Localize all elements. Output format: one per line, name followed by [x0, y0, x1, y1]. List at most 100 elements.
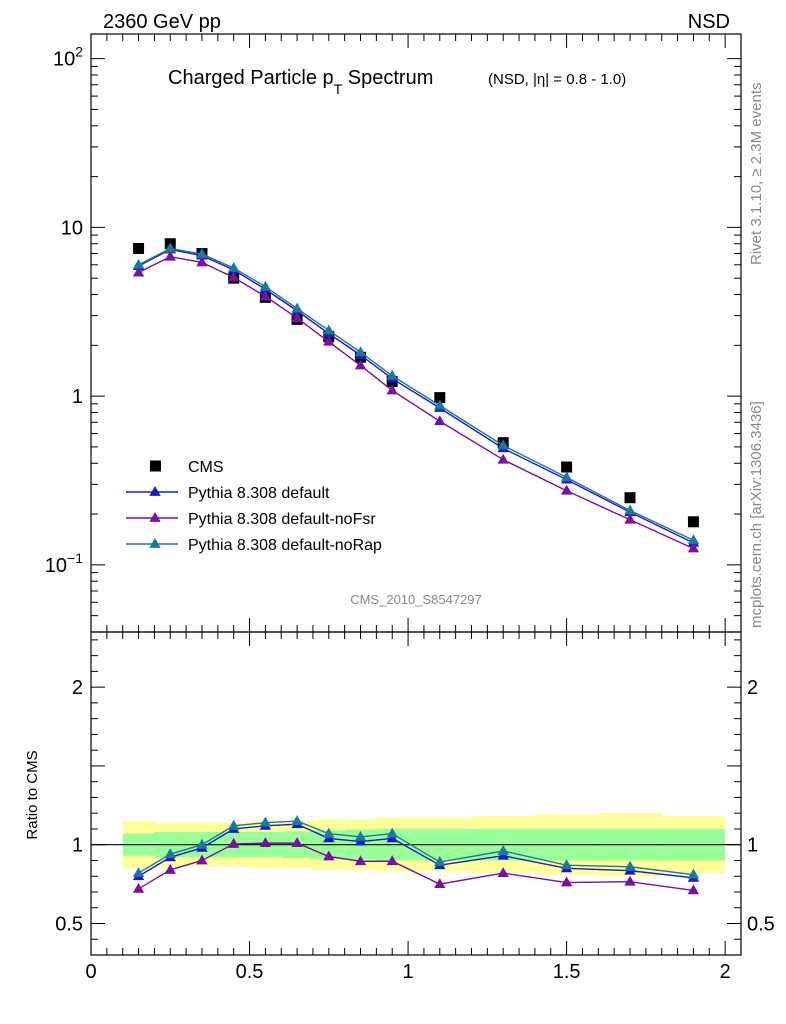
ratio-noFsr-marker	[132, 882, 145, 893]
legend-noFsr-label: Pythia 8.308 default-noFsr	[188, 511, 376, 528]
noRap-marker	[132, 258, 145, 269]
x-tick-label: 0.5	[236, 961, 264, 983]
noRap-marker	[196, 248, 208, 258]
noFsr-marker	[687, 542, 700, 553]
legend-noFsr-marker	[149, 512, 161, 522]
noRap-marker	[323, 324, 335, 335]
legend-default-label: Pythia 8.308 default	[188, 485, 330, 502]
ratio-noFsr-marker	[354, 855, 367, 866]
title-main-after: Spectrum	[342, 67, 433, 89]
noRap-marker	[434, 399, 446, 410]
noFsr-marker	[354, 359, 367, 370]
noFsr-line	[138, 256, 694, 550]
noFsr-marker	[132, 266, 145, 277]
ratio-noRap-marker	[164, 848, 176, 859]
ratio-noFsr-marker	[687, 884, 700, 895]
ratio-noRap-marker	[259, 816, 272, 827]
ratio-noRap-marker	[196, 838, 208, 849]
ratio-noFsr-line	[138, 842, 694, 892]
noFsr-marker	[560, 484, 573, 495]
noFsr-marker	[497, 453, 509, 464]
noFsr-marker	[386, 384, 398, 395]
cms-point	[133, 242, 145, 254]
ratio-noRap-marker	[323, 827, 335, 838]
ratio-y-tick-label-left: 1	[72, 835, 83, 857]
header-process-label: NSD	[688, 11, 730, 33]
legend-cms-marker	[150, 460, 161, 472]
ratio-frame	[90, 631, 742, 956]
noFsr-marker	[434, 415, 446, 426]
ratio-y-tick-label-left: 0.5	[55, 913, 83, 935]
mcplots-label: mcplots.cern.ch [arXiv:1306.3436]	[748, 401, 765, 628]
title-main: Charged Particle p	[168, 67, 334, 89]
rivet-label: Rivet 3.1.10, ≥ 2.3M events	[748, 83, 765, 266]
noFsr-marker	[164, 250, 176, 261]
noFsr-marker	[259, 290, 272, 301]
ratio-noRap-marker	[434, 856, 446, 866]
ratio-noRap-marker	[291, 815, 303, 825]
ratio-noFsr-marker	[434, 878, 446, 888]
legend-default-marker	[149, 486, 161, 496]
plot-title: Charged Particle pT Spectrum	[168, 67, 433, 97]
ratio-ylabel: Ratio to CMS	[24, 750, 41, 839]
y-tick-label: 10−1	[45, 550, 83, 577]
noRap-marker	[624, 504, 636, 515]
ratio-noFsr-marker	[624, 875, 636, 886]
cms-point	[434, 392, 446, 404]
y-tick-label: 102	[53, 44, 83, 71]
legend-noRap-marker	[149, 538, 161, 548]
ratio-noFsr-marker	[227, 837, 240, 848]
title-subscript: T	[334, 81, 343, 97]
ratio-noRap-marker	[132, 867, 145, 877]
noFsr-marker	[196, 256, 208, 267]
ratio-noFsr-marker	[560, 876, 573, 887]
x-tick-label: 1.5	[553, 961, 581, 983]
noRap-marker	[164, 242, 176, 253]
ratio-noRap-marker	[687, 868, 700, 879]
legend-noRap-label: Pythia 8.308 default-noRap	[188, 537, 382, 554]
x-tick-label: 2	[720, 961, 731, 983]
ratio-noRap-marker	[624, 860, 636, 871]
ratio-panel: 0.5 0.5 1 1 2 2 0 0.5 1 1.5 2	[55, 631, 775, 983]
x-tick-label: 0	[85, 961, 96, 983]
noRap-marker	[259, 280, 272, 291]
noRap-marker	[687, 534, 700, 545]
noRap-marker	[227, 261, 240, 272]
default-line	[138, 248, 694, 544]
noFsr-marker	[227, 271, 240, 282]
header-energy-label: 2360 GeV pp	[103, 11, 221, 33]
legend: CMS Pythia 8.308 default Pythia 8.308 defa…	[126, 459, 382, 554]
main-panel: 102 10 1 10−1	[45, 33, 742, 633]
ratio-noRap-marker	[386, 827, 398, 838]
noRap-marker	[291, 302, 303, 313]
ratio-noRap-line	[138, 820, 694, 876]
ratio-noRap-marker	[497, 845, 509, 855]
ratio-noFsr-marker	[164, 863, 176, 874]
noRap-marker	[560, 471, 573, 482]
ratio-y-tick-label-right: 1	[747, 835, 758, 857]
cms-point	[624, 492, 636, 504]
ratio-y-tick-label-left: 2	[72, 677, 83, 699]
ratio-noFsr-marker	[386, 855, 398, 866]
legend-cms-label: CMS	[188, 459, 224, 476]
ratio-y-tick-label-right: 0.5	[747, 913, 775, 935]
ratio-noFsr-marker	[323, 850, 335, 861]
noRap-line	[138, 247, 694, 541]
y-tick-label: 1	[72, 386, 83, 408]
ratio-noRap-marker	[227, 819, 240, 830]
ratio-noFsr-marker	[196, 854, 208, 865]
noFsr-marker	[323, 335, 335, 346]
cms-point	[561, 461, 573, 473]
ratio-noFsr-marker	[291, 837, 303, 848]
ratio-noFsr-marker	[497, 867, 509, 877]
ratio-noRap-marker	[354, 830, 367, 841]
x-tick-label: 1	[403, 961, 414, 983]
noRap-marker	[386, 369, 398, 380]
ratio-default-line	[138, 823, 694, 879]
analysis-id: CMS_2010_S8547297	[350, 592, 482, 607]
plot-title-extra: (NSD, |η| = 0.8 - 1.0)	[488, 71, 626, 88]
cms-point	[687, 516, 699, 528]
y-tick-label: 10	[61, 217, 83, 239]
ratio-noFsr-marker	[259, 837, 272, 848]
